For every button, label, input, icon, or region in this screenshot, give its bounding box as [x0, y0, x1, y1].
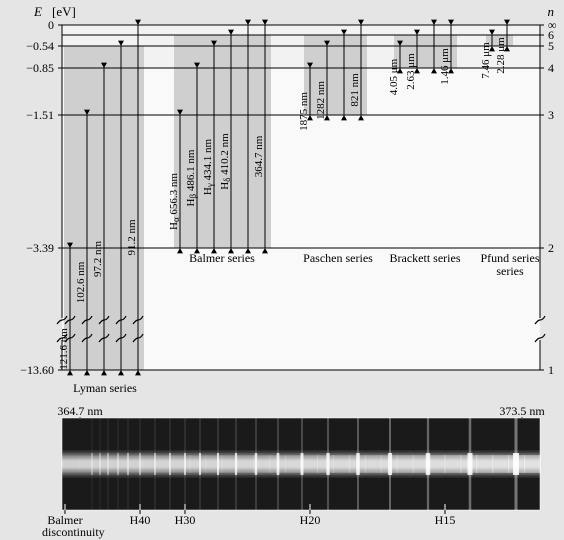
svg-text:2.28 μm: 2.28 μm — [495, 37, 507, 74]
svg-text:[eV]: [eV] — [52, 4, 76, 19]
svg-text:91.2 nm: 91.2 nm — [126, 219, 138, 256]
svg-text:H20: H20 — [300, 513, 321, 527]
svg-text:discontinuity: discontinuity — [42, 525, 105, 539]
svg-text:121.6 nm: 121.6 nm — [58, 328, 70, 370]
svg-text:1.46 μm: 1.46 μm — [439, 48, 451, 85]
svg-text:4.05 μm: 4.05 μm — [388, 58, 400, 95]
svg-text:Balmer series: Balmer series — [189, 251, 255, 265]
svg-text:821 nm: 821 nm — [349, 73, 361, 107]
svg-text:364.7 nm: 364.7 nm — [253, 135, 265, 177]
svg-text:373.5 nm: 373.5 nm — [499, 404, 545, 418]
svg-text:Lyman series: Lyman series — [73, 381, 137, 395]
svg-text:97.2 nm: 97.2 nm — [92, 241, 104, 278]
svg-text:Brackett series: Brackett series — [390, 251, 461, 265]
svg-text:H30: H30 — [175, 513, 196, 527]
svg-text:364.7 nm: 364.7 nm — [57, 404, 103, 418]
svg-text:H40: H40 — [130, 513, 151, 527]
svg-text:−1.51: −1.51 — [26, 108, 54, 122]
svg-text:Hβ 486.1 nm: Hβ 486.1 nm — [185, 149, 198, 206]
svg-text:series: series — [496, 264, 524, 278]
svg-text:n: n — [548, 4, 555, 19]
svg-text:H15: H15 — [435, 513, 456, 527]
svg-text:Paschen series: Paschen series — [303, 251, 373, 265]
svg-text:0: 0 — [48, 18, 54, 32]
svg-text:−13.60: −13.60 — [20, 363, 54, 377]
hydrogen-diagram: E[eV]n0∞6−0.545−0.854−1.513−3.392−13.601… — [0, 0, 564, 540]
svg-text:1: 1 — [548, 363, 554, 377]
page: E[eV]n0∞6−0.545−0.854−1.513−3.392−13.601… — [0, 0, 564, 540]
svg-text:2.63 μm: 2.63 μm — [405, 53, 417, 90]
svg-text:3: 3 — [548, 108, 554, 122]
svg-text:Hα 656.3 nm: Hα 656.3 nm — [168, 173, 181, 230]
svg-text:5: 5 — [548, 39, 554, 53]
svg-text:1875 nm: 1875 nm — [298, 92, 310, 131]
svg-text:Hδ 410.2 nm: Hδ 410.2 nm — [219, 133, 232, 190]
svg-text:Pfund series: Pfund series — [481, 251, 540, 265]
svg-text:7.46 μm: 7.46 μm — [480, 42, 492, 79]
svg-text:102.6 nm: 102.6 nm — [75, 261, 87, 303]
svg-text:1282 nm: 1282 nm — [315, 81, 327, 120]
svg-text:E: E — [33, 4, 42, 19]
svg-text:2: 2 — [548, 241, 554, 255]
svg-text:−3.39: −3.39 — [26, 241, 54, 255]
svg-text:4: 4 — [548, 61, 554, 75]
svg-text:−0.85: −0.85 — [26, 61, 54, 75]
svg-text:−0.54: −0.54 — [26, 39, 54, 53]
svg-text:Hγ 434.1 nm: Hγ 434.1 nm — [202, 138, 215, 195]
